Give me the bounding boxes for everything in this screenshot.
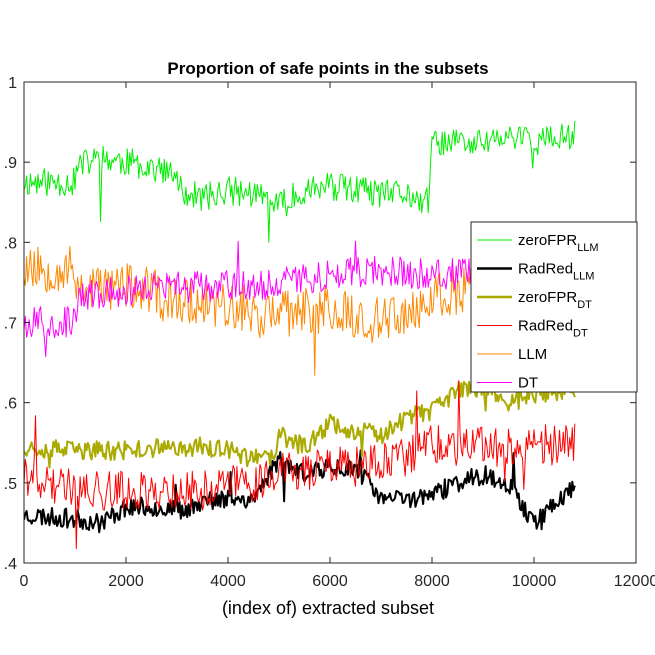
x-tick-label: 6000 bbox=[312, 573, 348, 590]
x-axis-label: (index of) extracted subset bbox=[222, 598, 434, 618]
series-line-RadRed_LLM bbox=[24, 449, 576, 534]
legend: zeroFPRLLMRadRedLLMzeroFPRDTRadRedDTLLMD… bbox=[470, 221, 638, 393]
y-tick-label: .4 bbox=[4, 556, 17, 573]
legend-label-subscript: LLM bbox=[573, 271, 594, 283]
y-tick-label: 1 bbox=[8, 75, 17, 92]
series-line-zeroFPR_LLM bbox=[24, 120, 576, 243]
y-tick-label: .6 bbox=[4, 396, 17, 413]
chart-title: Proportion of safe points in the subsets bbox=[167, 59, 488, 78]
x-tick-label: 2000 bbox=[108, 573, 144, 590]
x-tick-label: 8000 bbox=[414, 573, 450, 590]
legend-box bbox=[470, 221, 638, 393]
legend-label-subscript: LLM bbox=[577, 242, 598, 254]
x-tick-label: 0 bbox=[20, 573, 29, 590]
y-tick-label: .7 bbox=[4, 316, 17, 333]
legend-label-subscript: DT bbox=[577, 299, 592, 311]
legend-label: DT bbox=[518, 375, 538, 392]
legend-label: LLM bbox=[518, 346, 547, 363]
x-tick-label: 4000 bbox=[210, 573, 246, 590]
x-tick-label: 10000 bbox=[512, 573, 557, 590]
legend-label: RadRedDT bbox=[518, 318, 588, 340]
legend-label-subscript: DT bbox=[573, 328, 588, 340]
y-tick-label: .9 bbox=[4, 155, 17, 172]
x-tick-label: 12000 bbox=[614, 573, 655, 590]
y-tick-label: .8 bbox=[4, 235, 17, 252]
legend-label: zeroFPRDT bbox=[518, 289, 592, 311]
series-line-RadRed_DT bbox=[24, 380, 576, 550]
y-tick-label: .5 bbox=[4, 476, 17, 493]
axes-layer: 0 2000 4000 6000 8000 10000 12000 .4 .5 .6 .7 .8 .9 1 bbox=[4, 75, 655, 590]
